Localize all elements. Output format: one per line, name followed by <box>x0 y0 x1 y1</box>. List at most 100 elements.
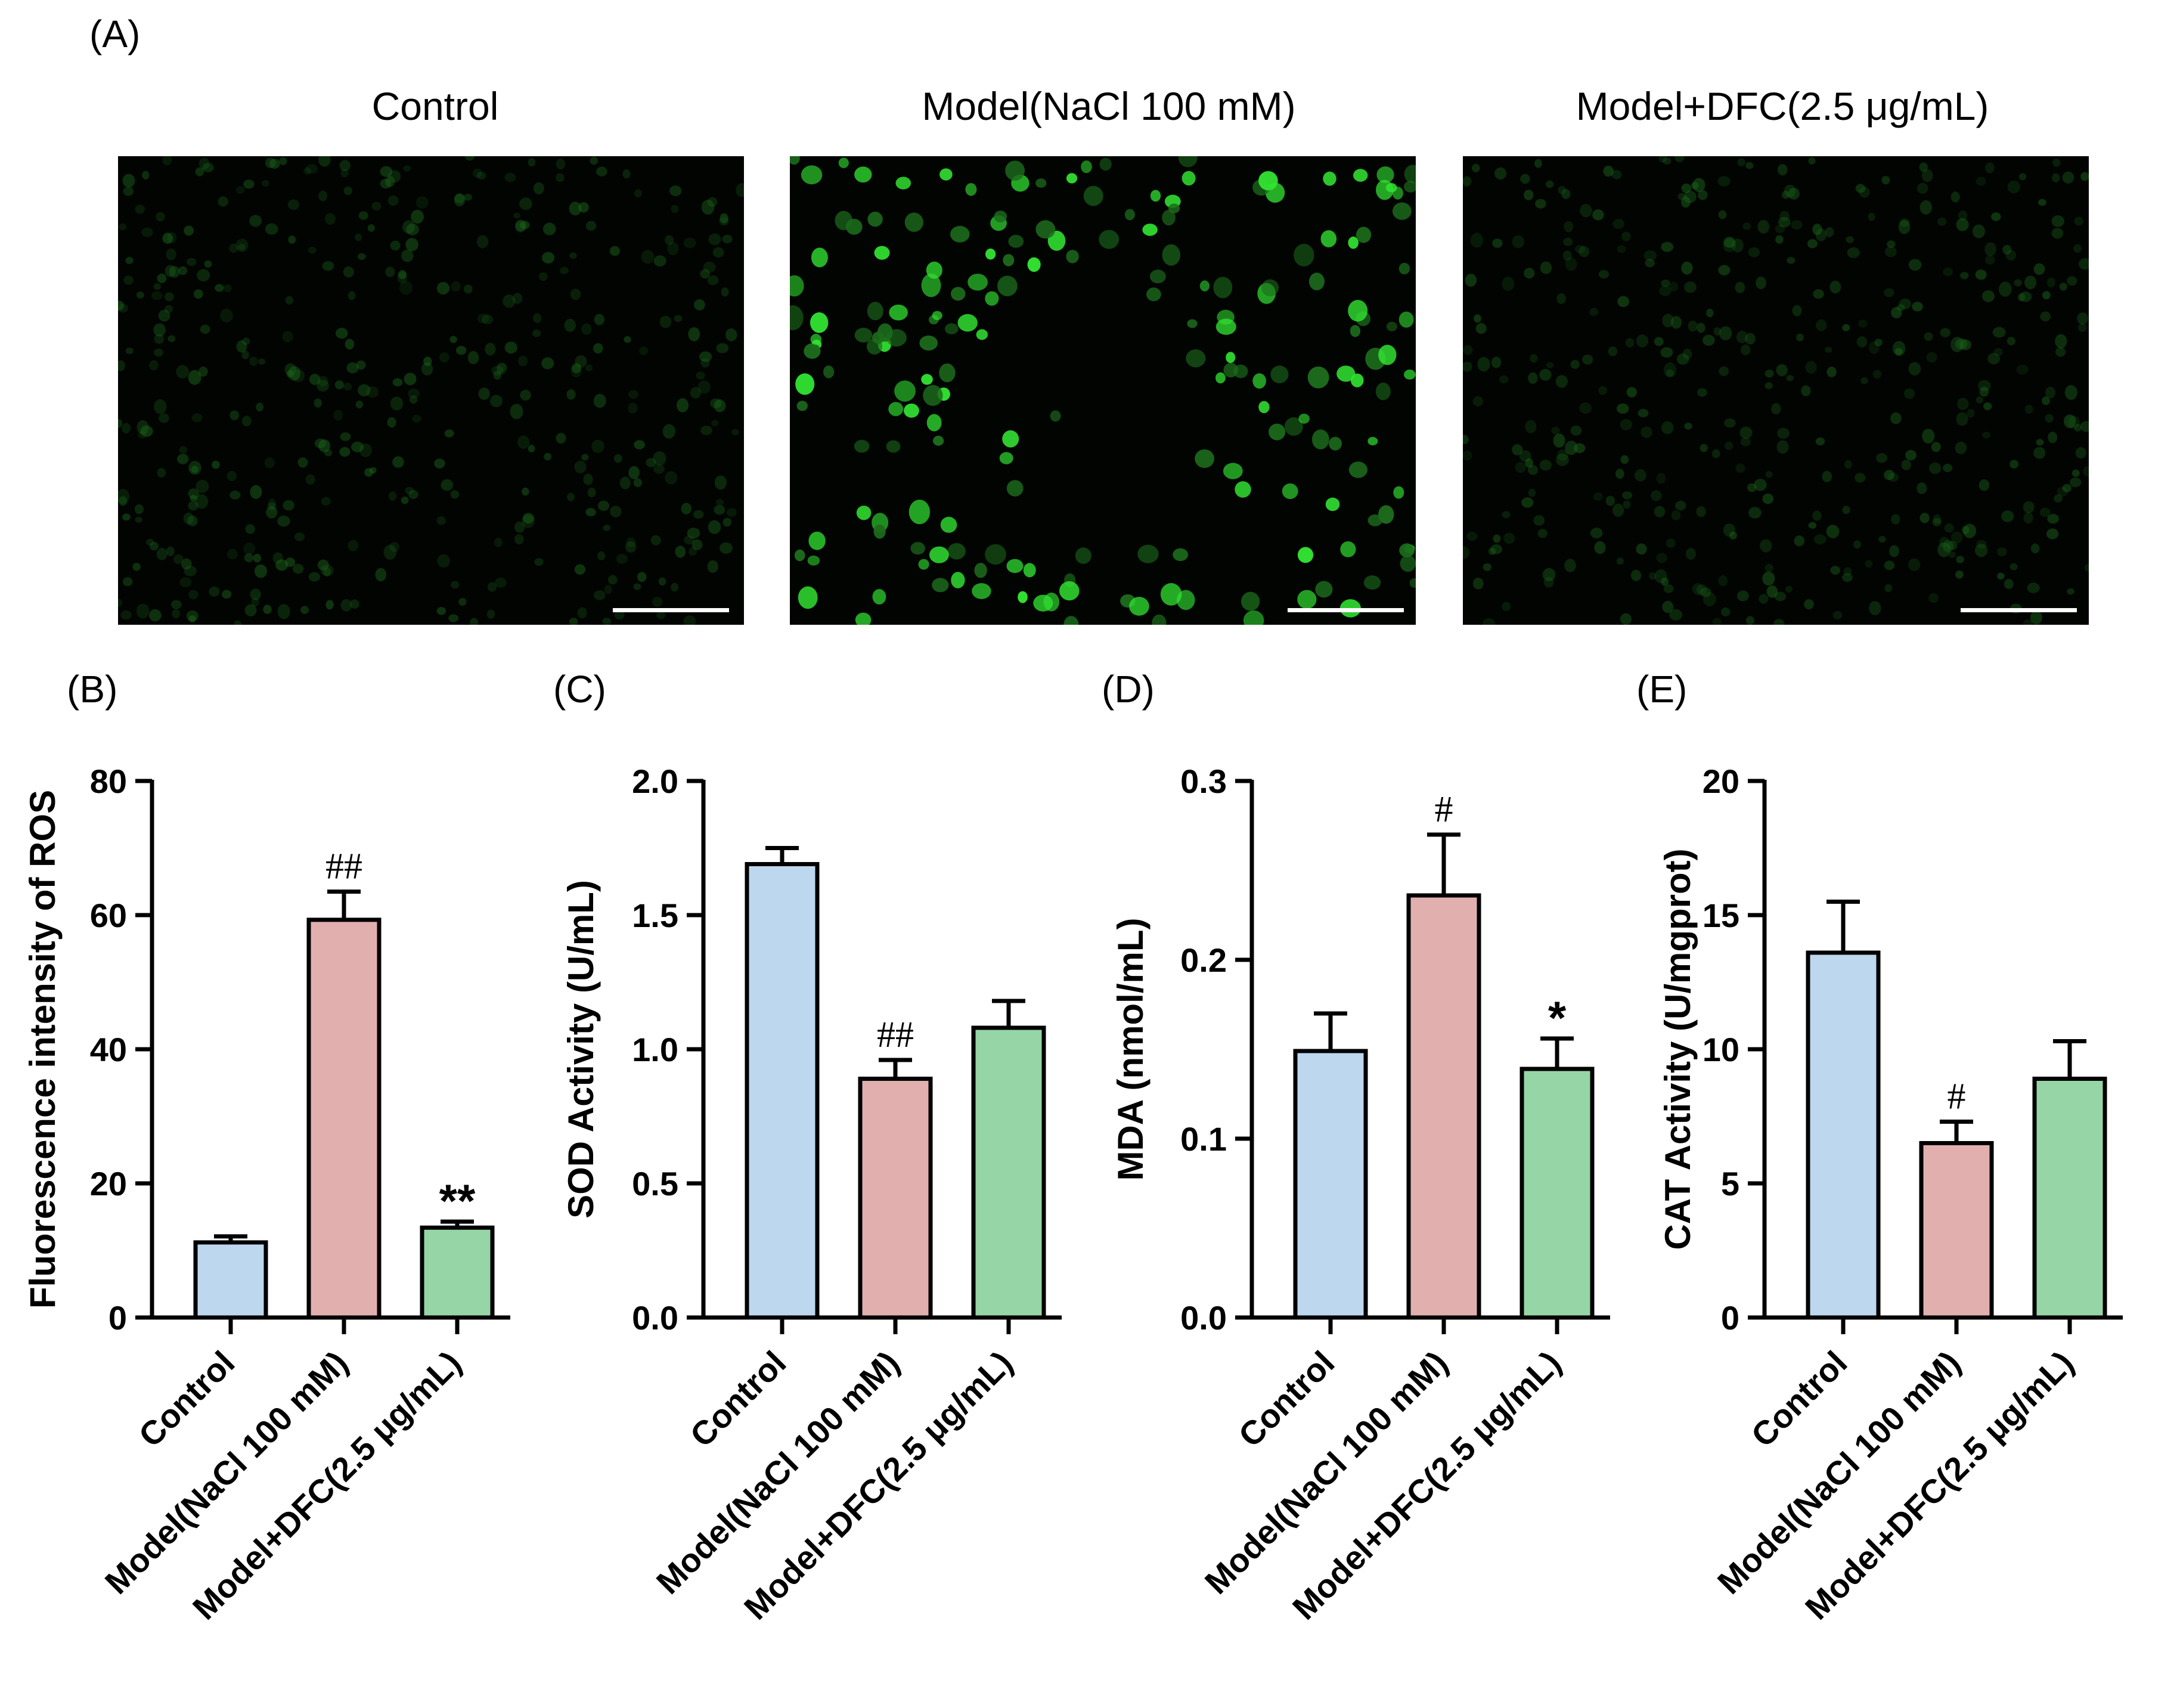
cell <box>2052 158 2061 167</box>
cell <box>2030 543 2040 554</box>
cell <box>710 398 722 408</box>
cell <box>1579 246 1590 258</box>
cell <box>288 366 301 381</box>
cell <box>2074 216 2083 226</box>
cell <box>1556 453 1569 466</box>
cell <box>220 308 233 323</box>
cell <box>1983 402 1992 410</box>
cell <box>1493 534 1501 543</box>
cell <box>1696 506 1706 517</box>
cell <box>522 487 529 496</box>
cell <box>1186 349 1206 368</box>
cell <box>195 167 204 176</box>
cell <box>1737 158 1745 167</box>
cell <box>564 318 576 332</box>
cell <box>2004 579 2014 590</box>
cell <box>1858 320 1868 328</box>
cell <box>140 425 153 437</box>
cell <box>1999 281 2012 297</box>
cell <box>1612 219 1624 230</box>
cell <box>308 246 317 254</box>
cell <box>675 545 686 558</box>
cell <box>397 272 407 284</box>
cell <box>1592 209 1604 221</box>
cell <box>1984 255 1995 265</box>
cell <box>1846 236 1854 243</box>
cell <box>919 335 938 351</box>
cell <box>401 249 414 262</box>
cell <box>1865 560 1873 568</box>
cell <box>2027 582 2040 593</box>
cell <box>1641 426 1652 438</box>
cell <box>1539 460 1552 471</box>
significance-mark: * <box>1548 991 1567 1044</box>
cell <box>1754 479 1767 491</box>
cell <box>390 240 401 251</box>
cell <box>2045 386 2056 399</box>
cell <box>1669 609 1683 621</box>
y-tick-label: 1.5 <box>632 897 678 934</box>
cell <box>288 235 296 244</box>
cell <box>1146 287 1161 302</box>
cell <box>2075 447 2086 459</box>
bar <box>971 1025 1046 1320</box>
cell <box>1124 209 1135 221</box>
cell <box>2033 447 2046 459</box>
cell <box>1059 581 1080 601</box>
cell <box>2080 421 2089 432</box>
cell <box>1617 296 1629 308</box>
cell <box>1856 336 1868 348</box>
cell <box>224 284 232 292</box>
cell <box>493 370 502 380</box>
cell <box>1325 497 1340 512</box>
cell <box>677 398 689 413</box>
micrograph-model-cells <box>790 156 1416 625</box>
cell <box>1885 246 1897 258</box>
cell <box>1884 288 1894 297</box>
cell <box>261 179 269 187</box>
cell <box>1525 458 1533 468</box>
cell <box>1297 590 1317 609</box>
cell <box>1187 319 1198 328</box>
cell <box>835 210 852 231</box>
cell <box>1700 587 1711 597</box>
cell <box>1991 212 2001 221</box>
y-tick-label: 0.1 <box>1180 1120 1227 1158</box>
cell <box>1409 578 1416 588</box>
image-title-model-dfc: Model+DFC(2.5 μg/mL) <box>1576 84 1989 128</box>
cell <box>1353 169 1368 182</box>
cell <box>1940 328 1950 337</box>
cell <box>810 334 822 345</box>
cell <box>305 164 318 174</box>
cell <box>1539 368 1552 381</box>
cell <box>486 609 495 619</box>
cell <box>258 358 266 365</box>
cell <box>488 582 497 592</box>
panel-letter: (D) <box>1102 668 1155 711</box>
cell <box>2068 416 2080 429</box>
cell <box>1002 430 1019 448</box>
cell <box>918 559 929 570</box>
cell <box>2070 477 2082 488</box>
cell <box>464 194 472 201</box>
cell <box>1868 212 1875 221</box>
cell <box>1943 267 1953 277</box>
cell <box>1736 590 1749 602</box>
cell <box>616 554 628 564</box>
cell <box>495 577 507 588</box>
cell <box>177 454 189 464</box>
cell <box>514 222 526 233</box>
cell <box>714 399 726 413</box>
panel-letter: (E) <box>1636 668 1687 711</box>
cell <box>1555 375 1568 388</box>
cell <box>951 572 965 588</box>
cell <box>1944 523 1954 533</box>
cell <box>236 340 247 353</box>
cell <box>671 204 678 213</box>
cell <box>855 612 872 625</box>
cell <box>1868 341 1880 354</box>
cell <box>367 224 375 232</box>
cell <box>1908 362 1921 376</box>
cell <box>665 235 674 245</box>
